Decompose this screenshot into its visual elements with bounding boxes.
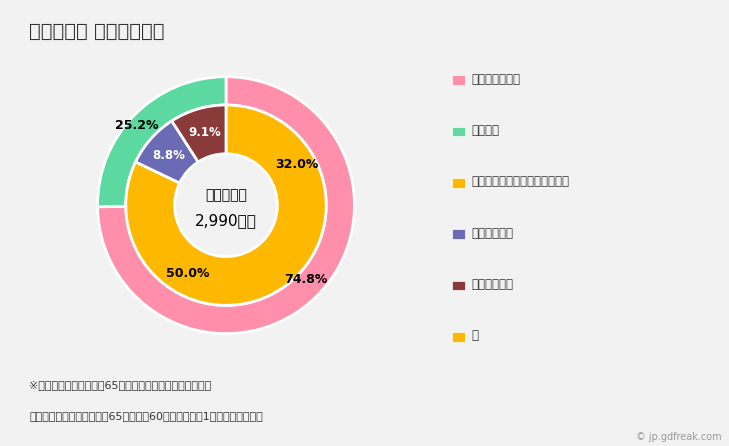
Text: 単身世帯: 単身世帯: [471, 124, 499, 137]
Text: 二人以上の世帯: 二人以上の世帯: [471, 73, 521, 86]
Wedge shape: [98, 77, 354, 334]
Text: 高齢単身世帯: 高齢単身世帯: [471, 227, 513, 240]
Text: 高齢単身・高齢夫婦以外の世帯: 高齢単身・高齢夫婦以外の世帯: [471, 175, 569, 189]
Text: ※「高齢単身世帯」とは65歳以上の人一人のみの一般世帯: ※「高齢単身世帯」とは65歳以上の人一人のみの一般世帯: [29, 380, 211, 390]
Wedge shape: [172, 105, 226, 162]
Text: 計: 計: [471, 329, 478, 343]
Text: 2,990世帯: 2,990世帯: [195, 213, 257, 228]
Text: 74.8%: 74.8%: [284, 273, 327, 286]
Text: 「高齢夫婦世帯」とは夫65歳以上妻60歳以上の夫婦1組のみの一般世帯: 「高齢夫婦世帯」とは夫65歳以上妻60歳以上の夫婦1組のみの一般世帯: [29, 411, 263, 421]
Wedge shape: [126, 105, 326, 306]
Wedge shape: [98, 77, 226, 207]
Text: 50.0%: 50.0%: [165, 267, 209, 280]
Text: 32.0%: 32.0%: [275, 158, 318, 171]
Text: 一般世帯数: 一般世帯数: [205, 188, 247, 202]
Text: © jp.gdfreak.com: © jp.gdfreak.com: [636, 432, 722, 442]
Text: ２０２０年 印南町の世帯: ２０２０年 印南町の世帯: [29, 22, 165, 41]
Text: 8.8%: 8.8%: [152, 149, 186, 161]
Text: 高齢夫婦世帯: 高齢夫婦世帯: [471, 278, 513, 291]
Text: 25.2%: 25.2%: [115, 119, 158, 132]
Text: 9.1%: 9.1%: [188, 126, 221, 139]
Wedge shape: [136, 121, 198, 183]
